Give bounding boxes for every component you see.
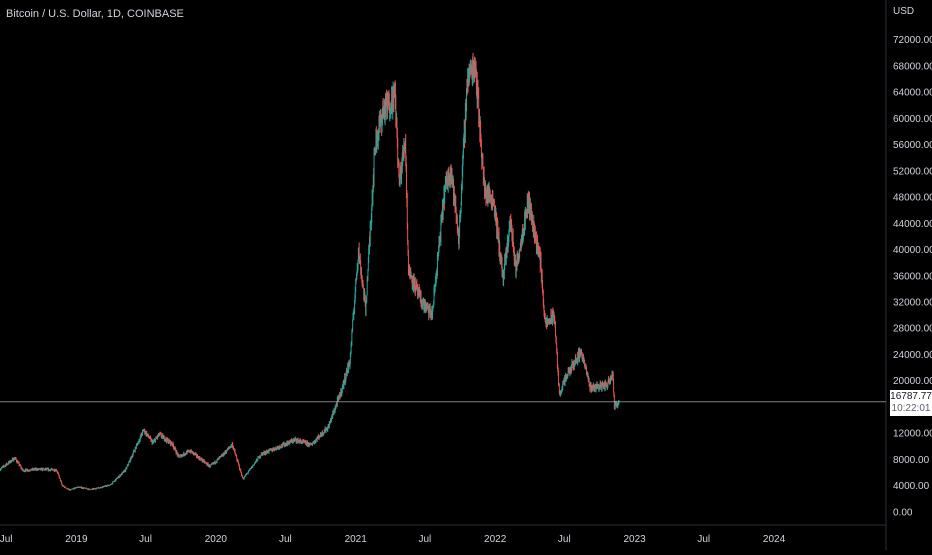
time-tick-label: Jul [139, 534, 152, 545]
price-tick-label: 24000.00 [893, 350, 932, 361]
time-tick-label: Jul [0, 534, 13, 545]
time-tick-label: 2023 [623, 534, 646, 545]
price-tick-label: 48000.00 [893, 193, 932, 204]
price-tick-label: 28000.00 [893, 324, 932, 335]
last-price-tag: 16787.77 10:22:01 [890, 390, 932, 416]
price-tick-label: 44000.00 [893, 219, 932, 230]
price-tick-label: 64000.00 [893, 88, 932, 99]
time-tick-label: Jul [279, 534, 292, 545]
chart-title: Bitcoin / U.S. Dollar, 1D, COINBASE [6, 8, 184, 20]
currency-label[interactable]: USD [893, 6, 915, 17]
time-tick-label: 2019 [65, 534, 88, 545]
time-tick-label: Jul [697, 534, 710, 545]
price-tick-label: 40000.00 [893, 245, 932, 256]
bar-countdown: 10:22:01 [891, 403, 931, 414]
price-tick-label: 12000.00 [893, 429, 932, 440]
price-tick-label: 20000.00 [893, 376, 932, 387]
price-tick-label: 60000.00 [893, 114, 932, 125]
time-tick-label: Jul [418, 534, 431, 545]
time-tick-label: 2021 [345, 534, 368, 545]
price-tick-label: 4000.00 [893, 481, 930, 492]
candles-group [0, 52, 620, 491]
price-tick-label: 32000.00 [893, 298, 932, 309]
price-tick-label: 68000.00 [893, 61, 932, 72]
price-tick-label: 0.00 [893, 507, 913, 518]
time-tick-label: 2022 [484, 534, 507, 545]
price-axis[interactable]: 0.004000.008000.0012000.0016000.0020000.… [893, 35, 932, 518]
time-tick-label: 2020 [205, 534, 228, 545]
time-axis[interactable]: Jul 2019 Jul 2020 Jul 2021 Jul 2022 Jul 2023 Jul 20… [0, 534, 786, 545]
last-price-value: 16787.77 [890, 391, 932, 402]
time-tick-label: Jul [558, 534, 571, 545]
price-tick-label: 72000.00 [893, 35, 932, 46]
price-tick-label: 52000.00 [893, 166, 932, 177]
price-tick-label: 8000.00 [893, 455, 930, 466]
time-tick-label: 2024 [763, 534, 786, 545]
price-tick-label: 36000.00 [893, 271, 932, 282]
price-tick-label: 56000.00 [893, 140, 932, 151]
